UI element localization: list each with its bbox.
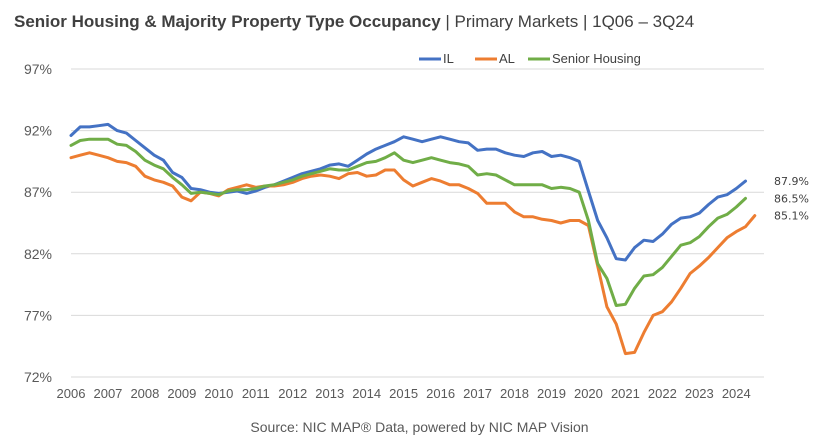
x-tick-label: 2010 [204,386,233,401]
x-tick-label: 2015 [389,386,418,401]
y-tick-label: 92% [24,123,52,139]
x-tick-label: 2012 [278,386,307,401]
legend-label-al: AL [499,51,515,66]
x-tick-label: 2007 [93,386,122,401]
series-line-al [69,151,757,356]
source-note: Source: NIC MAP® Data, powered by NIC MA… [250,419,589,435]
x-tick-label: 2006 [57,386,86,401]
legend-label-senior-housing: Senior Housing [552,51,641,66]
x-tick-label: 2021 [611,386,640,401]
x-tick-label: 2011 [242,386,270,401]
x-tick-label: 2019 [537,386,566,401]
series-line-senior-housing [69,137,747,307]
x-tick-label: 2018 [500,386,529,401]
x-tick-label: 2014 [352,386,381,401]
x-tick-label: 2013 [315,386,344,401]
x-tick-label: 2009 [167,386,196,401]
legend-label-il: IL [443,51,454,66]
end-label-il: 87.9% [774,175,809,188]
end-label-senior-housing: 86.5% [774,192,809,205]
chart-title-bold: Senior Housing & Majority Property Type … [14,12,441,31]
x-tick-label: 2022 [648,386,677,401]
x-tick-label: 2020 [574,386,603,401]
end-label-al: 85.1% [774,210,809,223]
y-tick-label: 72% [24,369,52,385]
x-tick-label: 2017 [463,386,492,401]
y-tick-label: 82% [24,246,52,262]
x-tick-label: 2008 [130,386,159,401]
series-line-il [69,122,747,262]
y-tick-label: 97% [24,61,52,77]
chart-title-rest: | Primary Markets | 1Q06 – 3Q24 [440,12,695,31]
x-tick-label: 2024 [722,386,751,401]
x-tick-label: 2023 [685,386,714,401]
chart-title: Senior Housing & Majority Property Type … [14,12,694,32]
x-tick-label: 2016 [426,386,455,401]
y-tick-label: 77% [24,307,52,323]
y-tick-label: 87% [24,184,52,200]
